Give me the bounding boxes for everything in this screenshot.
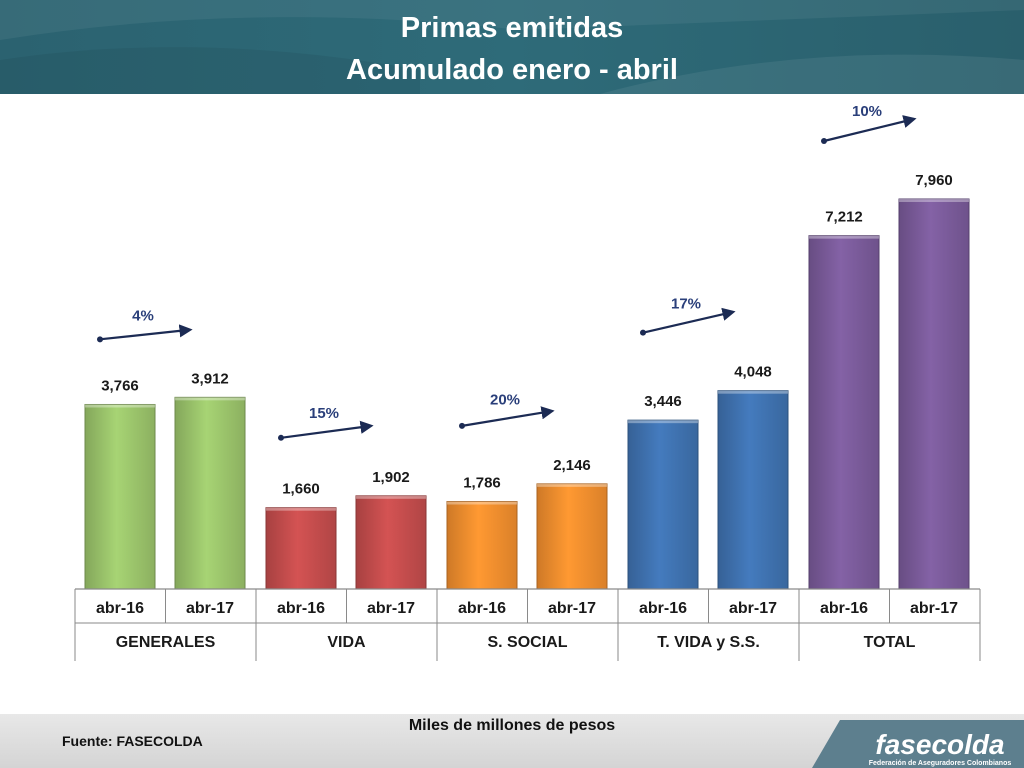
growth-arrow-tail (459, 422, 465, 429)
period-label: abr-16 (820, 600, 868, 617)
bar (536, 483, 608, 590)
data-label: 3,912 (191, 370, 229, 387)
data-label: 3,446 (644, 393, 682, 410)
logo-wordmark: fasecolda (875, 729, 1004, 760)
period-label: abr-17 (729, 600, 777, 617)
data-label: 3,766 (101, 377, 139, 394)
period-label: abr-16 (639, 600, 687, 617)
group-label: GENERALES (116, 634, 216, 651)
growth-arrow (642, 307, 736, 334)
growth-arrow (280, 420, 374, 439)
period-label: abr-17 (367, 600, 415, 617)
group-label: TOTAL (864, 634, 916, 651)
bar-highlight (266, 507, 336, 511)
bar-highlight (85, 404, 155, 408)
bar (174, 396, 246, 590)
data-label: 4,048 (734, 364, 772, 381)
period-label: abr-16 (277, 600, 325, 617)
growth-arrow (823, 115, 917, 143)
chart-subtitle: Acumulado enero - abril (346, 54, 678, 86)
group-label: VIDA (327, 634, 366, 651)
unit-label: Miles de millones de pesos (408, 717, 616, 734)
bar (355, 495, 427, 590)
data-label: 7,960 (915, 172, 953, 189)
header-decoration (0, 0, 1024, 94)
bar-highlight (356, 495, 426, 499)
header-banner: Primas emitidas Acumulado enero - abril (0, 0, 1024, 94)
growth-arrow-tail (821, 138, 827, 144)
bar (717, 390, 789, 590)
group-label: T. VIDA y S.S. (657, 634, 760, 651)
bar (898, 198, 970, 590)
growth-label: 4% (132, 308, 154, 325)
data-label: 7,212 (825, 209, 863, 226)
bar (627, 419, 699, 590)
bar (265, 507, 337, 590)
period-label: abr-16 (96, 600, 144, 617)
bar (84, 403, 156, 590)
period-label: abr-17 (910, 600, 958, 617)
bar-highlight (628, 420, 698, 424)
data-label: 1,902 (372, 469, 410, 486)
growth-arrow (99, 324, 193, 341)
bar-highlight (899, 199, 969, 202)
period-label: abr-17 (186, 600, 234, 617)
growth-label: 10% (852, 103, 882, 120)
data-label: 1,660 (282, 481, 320, 498)
bar-highlight (447, 501, 517, 505)
growth-label: 17% (671, 295, 701, 312)
growth-arrow-tail (278, 434, 284, 441)
bar-highlight (175, 397, 245, 401)
growth-label: 20% (490, 391, 520, 408)
growth-arrow-tail (640, 329, 646, 336)
growth-label: 15% (309, 405, 339, 422)
source-label: Fuente: FASECOLDA (62, 733, 203, 749)
bar-highlight (718, 390, 788, 394)
chart-title: Primas emitidas (400, 12, 624, 44)
period-label: abr-17 (548, 600, 596, 617)
bar (808, 235, 880, 590)
group-label: S. SOCIAL (487, 634, 567, 651)
bar (446, 500, 518, 590)
data-label: 2,146 (553, 457, 591, 474)
data-label: 1,786 (463, 474, 501, 491)
logo-tagline: Federación de Aseguradores Colombianos (869, 760, 1012, 767)
period-label: abr-16 (458, 600, 506, 617)
bar-chart: 3,766 3,912 4% 1,660 1,902 15% 1,786 2,146 20% 3,… (74, 103, 981, 661)
growth-arrow-tail (97, 336, 103, 343)
bar-highlight (537, 483, 607, 487)
growth-arrow (461, 406, 555, 427)
bar-highlight (809, 235, 879, 239)
fasecolda-logo: fasecolda Federación de Aseguradores Col… (812, 720, 1024, 768)
